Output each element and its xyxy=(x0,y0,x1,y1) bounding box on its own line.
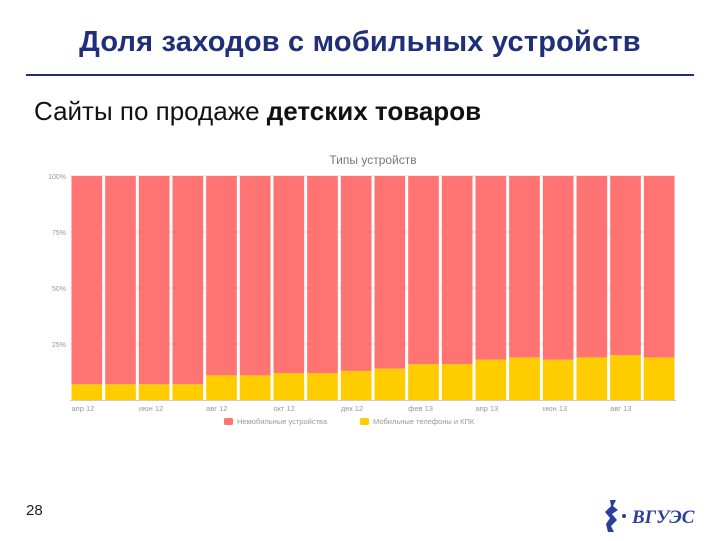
chart-title: Типы устройств xyxy=(329,153,416,167)
legend-label: Немобильные устройства xyxy=(237,417,328,426)
bar-mobile-phones xyxy=(610,355,641,400)
bar-mobile-phones xyxy=(475,359,507,400)
bar-non-mobile xyxy=(105,176,136,385)
bar-non-mobile xyxy=(509,176,540,358)
x-tick-label: авг 12 xyxy=(206,404,227,413)
logo-emblem-icon: ВГУЭС xyxy=(605,500,695,532)
slide-subtitle: Сайты по продаже детских товаров xyxy=(34,96,481,127)
bar-mobile-phones xyxy=(172,384,204,400)
bar-mobile-phones xyxy=(576,357,608,400)
title-divider xyxy=(26,74,694,76)
y-tick-label: 75% xyxy=(52,230,66,237)
bar-non-mobile xyxy=(374,176,406,369)
x-tick-label: апр 13 xyxy=(476,404,499,413)
bar-mobile-phones xyxy=(441,364,473,400)
bar-mobile-phones xyxy=(206,375,237,400)
legend-swatch xyxy=(224,418,233,425)
legend-label: Мобильные телефоны и КПК xyxy=(373,417,475,426)
bar-non-mobile xyxy=(408,176,439,365)
bar-non-mobile xyxy=(576,176,608,358)
bar-mobile-phones xyxy=(408,364,439,400)
bar-non-mobile xyxy=(307,176,338,374)
bar-mobile-phones xyxy=(340,370,372,400)
svg-text:ВГУЭС: ВГУЭС xyxy=(631,507,695,528)
bar-mobile-phones xyxy=(239,375,271,400)
subtitle-bold: детских товаров xyxy=(266,96,482,126)
chart-svg: Типы устройств 100% 75% 50% 25% апр 12 июн 12 а… xyxy=(48,153,676,426)
bar-mobile-phones xyxy=(374,368,406,400)
bar-mobile-phones xyxy=(307,373,338,400)
x-tick-label: авг 13 xyxy=(610,404,631,413)
university-logo: ВГУЭС xyxy=(602,496,702,536)
legend-swatch xyxy=(360,418,369,425)
bar-non-mobile xyxy=(542,176,574,360)
y-tick-label: 25% xyxy=(52,342,66,349)
bar-mobile-phones xyxy=(71,384,103,400)
bar-non-mobile xyxy=(273,176,305,374)
slide-title: Доля заходов с мобильных устройств xyxy=(79,26,641,58)
bar-non-mobile xyxy=(340,176,372,371)
bar-non-mobile xyxy=(475,176,507,360)
y-tick-label: 50% xyxy=(52,286,66,293)
x-tick-label: июн 12 xyxy=(139,404,163,413)
y-tick-label: 100% xyxy=(48,174,66,181)
bar-mobile-phones xyxy=(273,373,305,400)
bar-mobile-phones xyxy=(643,357,675,400)
bar-non-mobile xyxy=(138,176,170,385)
bar-non-mobile xyxy=(71,176,103,385)
device-types-chart: Типы устройств 100% 75% 50% 25% апр 12 июн 12 а… xyxy=(34,146,684,436)
x-tick-label: фев 13 xyxy=(408,404,433,413)
bar-mobile-phones xyxy=(105,384,136,400)
bar-non-mobile xyxy=(643,176,675,358)
x-tick-label: апр 12 xyxy=(72,404,95,413)
bar-non-mobile xyxy=(441,176,473,365)
bar-mobile-phones xyxy=(509,357,540,400)
x-tick-label: дек 12 xyxy=(341,404,363,413)
x-tick-label: окт 12 xyxy=(274,404,295,413)
bar-non-mobile xyxy=(206,176,237,376)
x-tick-label: июн 13 xyxy=(543,404,567,413)
bar-non-mobile xyxy=(239,176,271,376)
page-number: 28 xyxy=(26,502,43,519)
bar-mobile-phones xyxy=(542,359,574,400)
bar-non-mobile xyxy=(610,176,641,356)
subtitle-plain: Сайты по продаже xyxy=(34,96,267,126)
bar-mobile-phones xyxy=(138,384,170,400)
bar-non-mobile xyxy=(172,176,204,385)
